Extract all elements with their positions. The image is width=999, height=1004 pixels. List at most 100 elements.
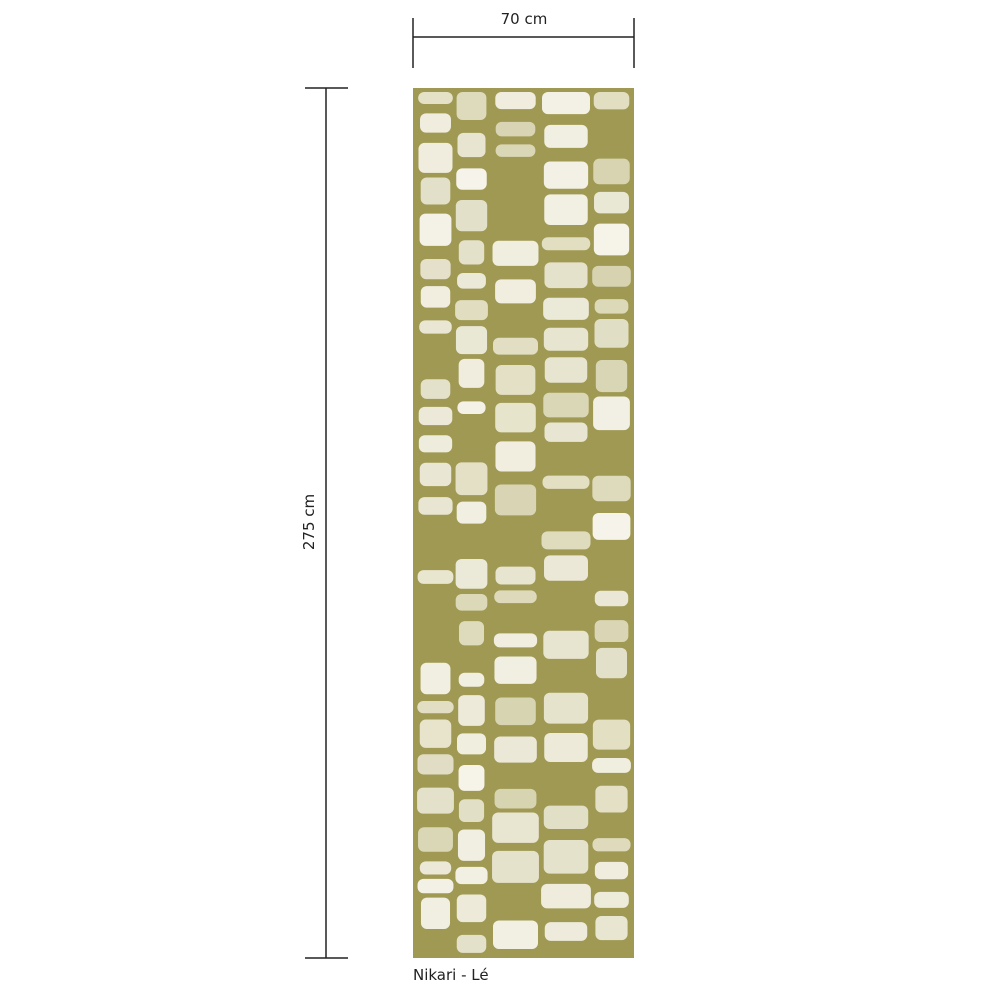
brush-stroke bbox=[494, 590, 537, 604]
brush-stroke bbox=[493, 337, 538, 355]
brush-stroke bbox=[543, 392, 589, 418]
brush-stroke bbox=[495, 121, 536, 137]
brush-stroke bbox=[458, 358, 485, 388]
brush-stroke bbox=[544, 357, 588, 383]
brush-stroke bbox=[594, 299, 629, 314]
brush-stroke bbox=[494, 656, 537, 684]
brush-stroke bbox=[594, 319, 629, 348]
brush-stroke bbox=[544, 922, 588, 941]
brush-stroke bbox=[594, 590, 629, 607]
width-label: 70 cm bbox=[501, 10, 548, 28]
brush-stroke bbox=[593, 158, 630, 185]
brush-stroke bbox=[456, 168, 487, 190]
brush-stroke bbox=[593, 223, 630, 256]
brush-stroke bbox=[544, 422, 588, 442]
brush-stroke bbox=[456, 501, 487, 524]
brush-stroke bbox=[543, 692, 589, 724]
brush-stroke bbox=[418, 406, 453, 426]
brush-stroke bbox=[544, 262, 588, 289]
brush-stroke bbox=[592, 758, 631, 773]
brush-stroke bbox=[455, 326, 488, 355]
caption: Nikari - Lé bbox=[413, 966, 489, 984]
brush-pattern bbox=[417, 92, 631, 953]
brush-stroke bbox=[543, 297, 589, 320]
brush-stroke bbox=[418, 92, 453, 105]
brush-stroke bbox=[458, 240, 485, 265]
brush-stroke bbox=[592, 475, 631, 502]
brush-stroke bbox=[417, 701, 454, 714]
brush-stroke bbox=[495, 402, 536, 433]
brush-stroke bbox=[417, 754, 454, 775]
brush-stroke bbox=[542, 92, 590, 115]
brush-stroke bbox=[543, 805, 589, 829]
brush-stroke bbox=[419, 719, 452, 748]
brush-stroke bbox=[544, 555, 588, 581]
brush-stroke bbox=[457, 272, 486, 289]
brush-stroke bbox=[494, 788, 537, 809]
brush-stroke bbox=[543, 840, 589, 874]
brush-stroke bbox=[595, 915, 628, 941]
brush-stroke bbox=[495, 441, 536, 472]
brush-stroke bbox=[492, 850, 539, 883]
brush-stroke bbox=[595, 360, 628, 393]
brush-stroke bbox=[543, 327, 589, 351]
brush-stroke bbox=[420, 113, 451, 133]
brush-stroke bbox=[542, 475, 590, 489]
brush-stroke bbox=[418, 497, 453, 515]
brush-stroke bbox=[420, 379, 451, 399]
brush-stroke bbox=[541, 883, 591, 909]
brush-stroke bbox=[418, 435, 453, 453]
brush-stroke bbox=[455, 200, 488, 232]
height-label: 275 cm bbox=[300, 494, 318, 550]
brush-stroke bbox=[594, 891, 629, 908]
brush-stroke bbox=[458, 695, 485, 726]
brush-stroke bbox=[417, 570, 454, 584]
brush-stroke bbox=[495, 697, 536, 726]
brush-stroke bbox=[492, 920, 539, 950]
brush-stroke bbox=[495, 364, 536, 395]
brush-stroke bbox=[595, 785, 628, 813]
brush-stroke bbox=[420, 177, 451, 205]
brush-stroke bbox=[456, 934, 487, 953]
brush-stroke bbox=[458, 621, 485, 646]
brush-stroke bbox=[457, 132, 486, 158]
brush-stroke bbox=[456, 92, 487, 121]
brush-stroke bbox=[418, 827, 453, 852]
brush-stroke bbox=[544, 124, 588, 148]
brush-stroke bbox=[493, 633, 538, 648]
brush-stroke bbox=[419, 861, 452, 875]
brush-stroke bbox=[594, 620, 629, 643]
brush-stroke bbox=[492, 812, 539, 843]
brush-stroke bbox=[420, 897, 451, 930]
brush-stroke bbox=[593, 92, 630, 110]
brush-stroke bbox=[419, 462, 452, 487]
brush-stroke bbox=[458, 799, 485, 823]
brush-stroke bbox=[419, 320, 452, 334]
brush-stroke bbox=[420, 259, 451, 280]
brush-stroke bbox=[494, 484, 537, 516]
brush-stroke bbox=[592, 719, 631, 750]
brush-stroke bbox=[541, 237, 591, 251]
brush-stroke bbox=[456, 733, 487, 755]
brush-stroke bbox=[495, 279, 536, 304]
brush-stroke bbox=[543, 630, 589, 659]
brush-stroke bbox=[495, 92, 536, 110]
brush-stroke bbox=[544, 732, 588, 763]
brush-stroke bbox=[492, 240, 539, 266]
brush-stroke bbox=[595, 647, 628, 679]
brush-stroke bbox=[457, 829, 486, 861]
brush-stroke bbox=[458, 764, 485, 791]
brush-stroke bbox=[494, 736, 537, 763]
brush-stroke bbox=[420, 662, 451, 695]
brush-stroke bbox=[455, 866, 488, 885]
brush-stroke bbox=[594, 861, 629, 880]
brush-stroke bbox=[455, 594, 488, 611]
brush-stroke bbox=[458, 672, 485, 687]
brush-stroke bbox=[543, 161, 589, 189]
brush-stroke bbox=[592, 838, 631, 852]
brush-stroke bbox=[495, 144, 536, 157]
brush-stroke bbox=[457, 401, 486, 414]
brush-stroke bbox=[417, 878, 454, 894]
